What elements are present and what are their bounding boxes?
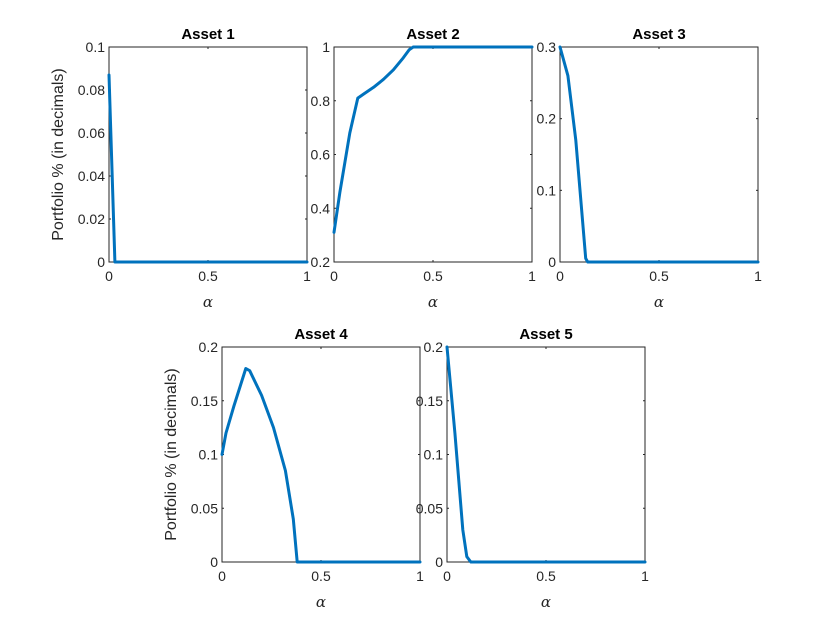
y-tick-label: 1 (322, 39, 330, 55)
x-tick-label: 0.5 (536, 568, 556, 584)
x-axis-label: α (428, 293, 438, 311)
asset-1-panel: 0 0.5 1 0 0.02 0.04 0.06 0.08 0.1 Asset 1 α Portfol… (50, 26, 311, 311)
y-tick-label: 0.3 (537, 39, 557, 55)
y-tick-label: 0.1 (537, 182, 557, 198)
x-tick-label: 0.5 (423, 268, 443, 284)
x-axis-label: α (654, 293, 664, 311)
y-tick-label: 0 (548, 254, 556, 270)
x-tick-label: 1 (416, 568, 424, 584)
series-line (558, 45, 760, 264)
series-line (107, 73, 309, 264)
y-tick-label: 0.05 (191, 500, 218, 516)
series-line (220, 367, 422, 564)
y-tick-label: 0.08 (78, 82, 105, 98)
x-tick-label: 0 (330, 268, 338, 284)
plot-area (446, 346, 646, 563)
series-line (445, 345, 647, 564)
y-tick-label: 0.1 (86, 39, 106, 55)
x-tick-label: 1 (528, 268, 536, 284)
x-tick-label: 0.5 (649, 268, 669, 284)
y-tick-label: 0.04 (78, 168, 105, 184)
x-tick-label: 0 (105, 268, 113, 284)
chart-title: Asset 4 (294, 326, 348, 343)
y-tick-label: 0.1 (199, 447, 219, 463)
asset-4-panel: 0 0.5 1 0 0.05 0.1 0.15 0.2 Asset 4 α Portfolio % … (163, 326, 424, 611)
y-tick-label: 0.8 (311, 93, 331, 109)
y-tick-label: 0.02 (78, 211, 105, 227)
plot-area (108, 46, 308, 263)
y-tick-label: 0.1 (424, 447, 444, 463)
x-tick-label: 0.5 (198, 268, 218, 284)
y-tick-label: 0.2 (424, 339, 444, 355)
x-tick-label: 1 (754, 268, 762, 284)
y-tick-label: 0 (435, 554, 443, 570)
chart-title: Asset 1 (181, 26, 234, 43)
y-tick-label: 0 (210, 554, 218, 570)
chart-title: Asset 2 (406, 26, 459, 43)
y-tick-label: 0.6 (311, 147, 331, 163)
y-tick-label: 0.15 (191, 393, 218, 409)
y-tick-label: 0.06 (78, 125, 105, 141)
x-tick-label: 1 (303, 268, 311, 284)
y-tick-label: 0.05 (416, 500, 443, 516)
y-tick-label: 0.15 (416, 393, 443, 409)
y-tick-label: 0.2 (311, 254, 331, 270)
asset-2-panel: 0 0.5 1 0.2 0.4 0.6 0.8 1 Asset 2 α (311, 26, 537, 311)
x-axis-label: α (316, 593, 326, 611)
chart-title: Asset 3 (632, 26, 685, 43)
y-tick-label: 0.4 (311, 200, 331, 216)
x-axis-label: α (541, 593, 551, 611)
plot-area (221, 346, 421, 563)
chart-title: Asset 5 (519, 326, 572, 343)
x-axis-label: α (203, 293, 213, 311)
x-tick-label: 0 (556, 268, 564, 284)
series-line (332, 45, 534, 234)
y-tick-label: 0 (97, 254, 105, 270)
y-tick-label: 0.2 (537, 111, 557, 127)
y-axis-label: Portfolio % (in decimals) (50, 68, 67, 241)
x-tick-label: 0 (218, 568, 226, 584)
x-tick-label: 0.5 (311, 568, 331, 584)
y-axis-label: Portfolio % (in decimals) (163, 368, 180, 541)
asset-3-panel: 0 0.5 1 0 0.1 0.2 0.3 Asset 3 α (537, 26, 763, 311)
plot-area (559, 46, 759, 263)
x-tick-label: 1 (641, 568, 649, 584)
plot-area (333, 46, 533, 263)
x-tick-label: 0 (443, 568, 451, 584)
y-tick-label: 0.2 (199, 339, 219, 355)
